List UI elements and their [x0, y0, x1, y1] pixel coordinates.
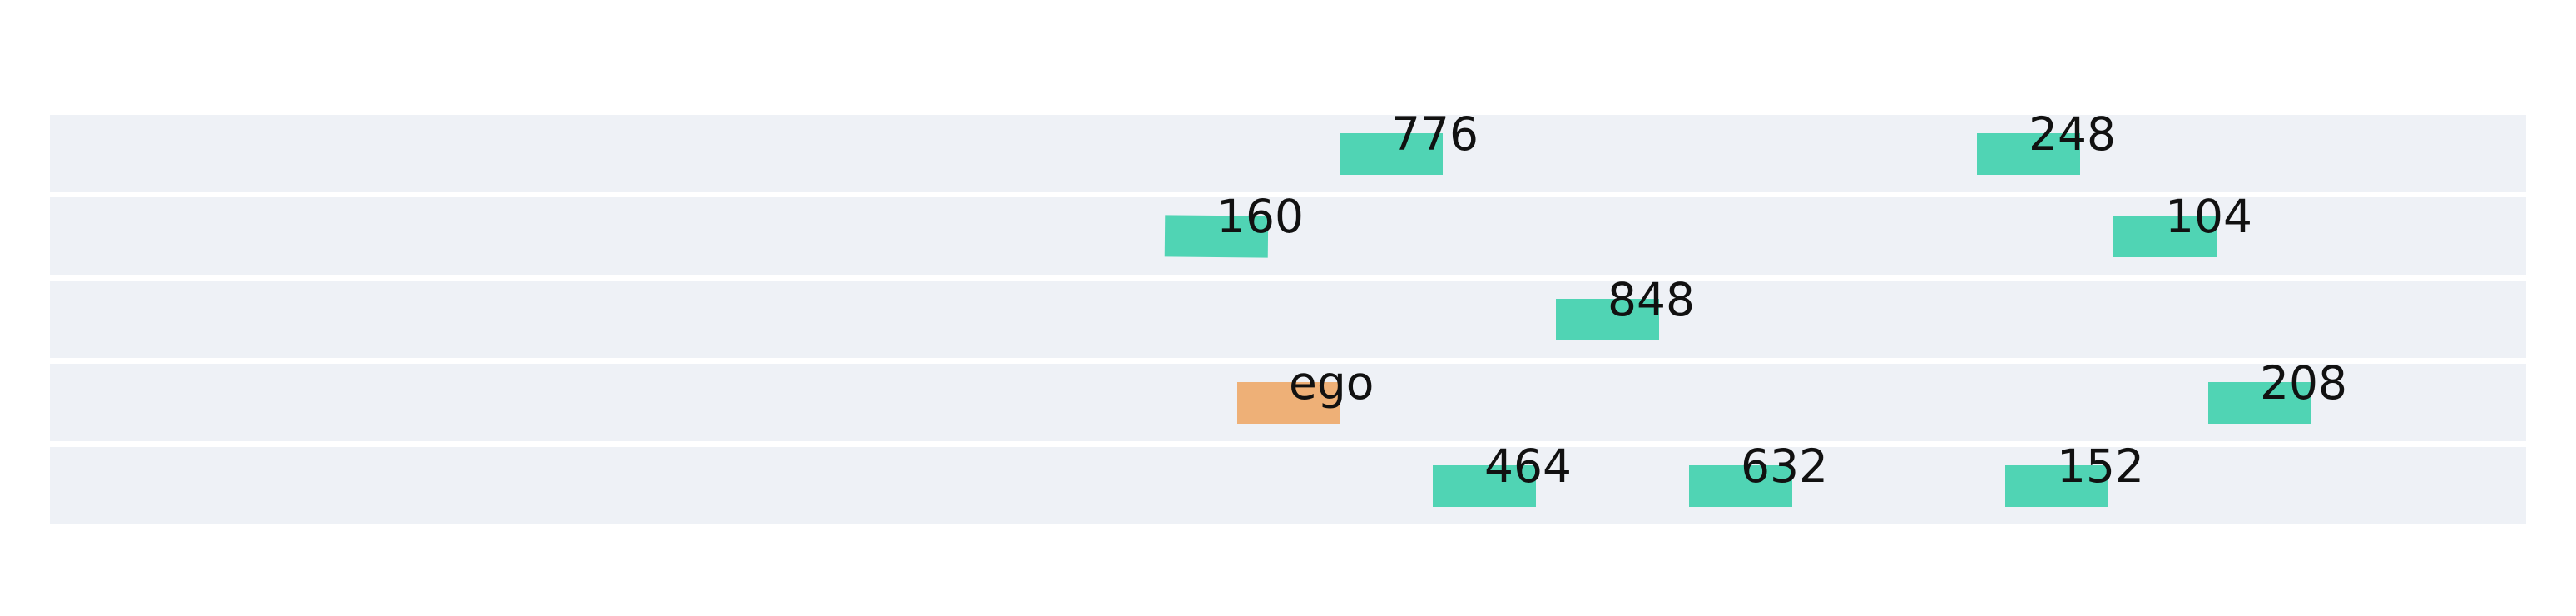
- vehicle-104: [2113, 215, 2217, 257]
- lane-0: [50, 115, 2526, 192]
- vehicle-208: [2208, 381, 2311, 424]
- vehicle-632: [1689, 464, 1792, 507]
- vehicle-label: 848: [1608, 272, 1695, 326]
- ego-vehicle: [1237, 381, 1340, 424]
- vehicle-label: 776: [1391, 107, 1479, 161]
- vehicle-label: 248: [2029, 107, 2116, 161]
- vehicle-248: [1977, 132, 2080, 175]
- lane-4: [50, 447, 2526, 524]
- vehicle-label: 632: [1741, 439, 1828, 493]
- vehicle-464: [1433, 464, 1536, 507]
- lane-2: [50, 281, 2526, 358]
- vehicle-label: ego: [1289, 355, 1375, 410]
- vehicle-label: 160: [1216, 189, 1304, 243]
- vehicle-label: 152: [2057, 439, 2144, 493]
- vehicle-848: [1556, 298, 1659, 340]
- vehicle-776: [1340, 132, 1443, 175]
- vehicle-label: 208: [2260, 355, 2347, 410]
- vehicle-label: 104: [2165, 189, 2252, 243]
- vehicle-152: [2005, 464, 2108, 507]
- vehicle-label: 464: [1484, 439, 1572, 493]
